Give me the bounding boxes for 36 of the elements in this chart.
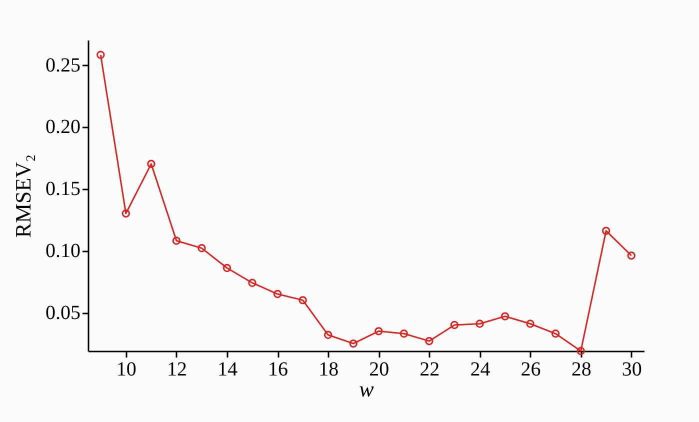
y-tick-label: 0.15 <box>46 178 80 200</box>
x-tick-label: 30 <box>622 358 642 380</box>
point <box>476 320 484 328</box>
point <box>551 330 560 338</box>
point <box>222 264 232 272</box>
point <box>450 320 459 330</box>
y-axis-title: RMSEV₂ <box>10 154 36 238</box>
point <box>172 236 181 245</box>
x-tick-label: 14 <box>218 358 238 380</box>
point <box>198 244 206 252</box>
point <box>298 296 307 304</box>
x-tick-label: 26 <box>520 358 541 380</box>
y-tick-label: 0.10 <box>46 240 80 262</box>
y-tick-label: 0.25 <box>46 54 80 76</box>
x-tick-label: 24 <box>470 358 490 380</box>
y-tick-label: 0.05 <box>46 302 80 324</box>
point <box>349 339 358 348</box>
point <box>526 320 534 328</box>
point <box>374 327 383 336</box>
point <box>324 330 332 339</box>
x-tick-label: 18 <box>318 358 339 380</box>
x-tick-label: 22 <box>420 358 440 380</box>
x-tick-label: 12 <box>166 358 187 380</box>
point <box>576 346 585 356</box>
point <box>602 226 610 235</box>
point <box>248 278 256 287</box>
y-tick-label: 0.20 <box>46 116 80 138</box>
x-tick-label: 28 <box>571 358 592 380</box>
x-tick-label: 10 <box>116 358 136 380</box>
point <box>273 290 282 298</box>
point <box>425 336 434 346</box>
x-tick-label: 16 <box>268 358 288 380</box>
point <box>147 160 156 168</box>
point <box>122 209 130 218</box>
point <box>500 312 510 320</box>
point <box>400 330 408 338</box>
